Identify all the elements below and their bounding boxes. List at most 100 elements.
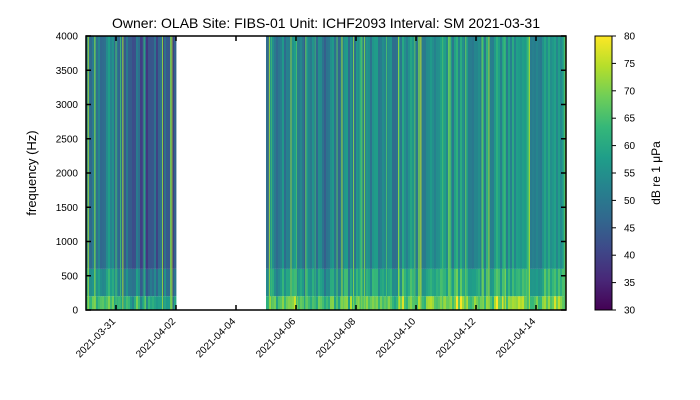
spectrogram-cell	[550, 268, 553, 297]
spectrogram-cell	[410, 268, 413, 297]
spectrogram-cell	[484, 36, 487, 269]
spectrogram-cell	[400, 36, 403, 269]
spectrogram-cell	[380, 36, 383, 269]
spectrogram-cell	[168, 36, 171, 269]
spectrogram-cell	[410, 36, 413, 269]
spectrogram-cell	[452, 296, 455, 310]
colorbar-tick-label: 70	[624, 86, 636, 97]
spectrogram-cell	[386, 36, 389, 269]
spectrogram-cell	[458, 268, 461, 297]
spectrogram-cell	[422, 268, 425, 297]
spectrogram-cell	[146, 36, 149, 269]
spectrogram-cell	[498, 268, 501, 297]
spectrogram-cell	[518, 296, 521, 310]
spectrogram-cell	[500, 268, 503, 297]
spectrogram-cell	[522, 268, 525, 297]
spectrogram-cell	[108, 36, 111, 269]
spectrogram-cell	[482, 36, 485, 269]
transient-line	[503, 36, 505, 310]
spectrogram-cell	[124, 36, 127, 269]
spectrogram-cell	[142, 296, 145, 310]
spectrogram-cell	[392, 296, 395, 310]
spectrogram-cell	[140, 36, 143, 269]
spectrogram-cell	[280, 36, 283, 269]
spectrogram-cell	[108, 296, 111, 310]
spectrogram-cell	[286, 36, 289, 269]
spectrogram-cell	[428, 296, 431, 310]
spectrogram-cell	[510, 36, 513, 269]
spectrogram-cell	[494, 36, 497, 269]
y-tick-label: 2000	[56, 169, 79, 180]
spectrogram-cell	[408, 296, 411, 310]
spectrogram-cell	[102, 296, 105, 310]
spectrogram-cell	[428, 268, 431, 297]
spectrogram-cell	[408, 36, 411, 269]
spectrogram-cell	[364, 296, 367, 310]
spectrogram-cell	[386, 296, 389, 310]
spectrogram-cell	[132, 36, 135, 269]
spectrogram-cell	[388, 36, 391, 269]
spectrogram-segment	[386, 36, 417, 310]
x-tick-label: 2021-04-10	[374, 316, 418, 360]
spectrogram-cell	[498, 296, 501, 310]
spectrogram-cell	[276, 296, 279, 310]
spectrogram-cell	[532, 36, 535, 269]
spectrogram-cell	[486, 268, 489, 297]
spectrogram-cell	[368, 268, 371, 297]
spectrogram-cell	[382, 296, 385, 310]
spectrogram-cell	[404, 296, 407, 310]
spectrogram-cell	[342, 296, 345, 310]
spectrogram-cell	[406, 268, 409, 297]
spectrogram-cell	[118, 36, 121, 269]
transient-line	[414, 36, 416, 310]
spectrogram-cell	[502, 268, 505, 297]
spectrogram-cell	[560, 268, 563, 297]
transient-line	[420, 36, 422, 310]
spectrogram-cell	[538, 268, 541, 297]
colorbar-tick-label: 65	[624, 114, 636, 125]
spectrogram-cell	[562, 296, 565, 310]
spectrogram-cell	[378, 36, 381, 269]
spectrogram-cell	[284, 268, 287, 297]
spectrogram-segment	[506, 36, 537, 310]
y-tick-label: 3500	[56, 66, 79, 77]
spectrogram-cell	[146, 268, 149, 297]
spectrogram-cell	[318, 36, 321, 269]
spectrogram-cell	[364, 36, 367, 269]
spectrogram-cell	[450, 36, 453, 269]
spectrogram-cell	[116, 268, 119, 297]
spectrogram-cell	[490, 36, 493, 269]
spectrogram-cell	[322, 268, 325, 297]
spectrogram-cell	[466, 268, 469, 297]
spectrogram-cell	[524, 36, 527, 269]
spectrogram-cell	[340, 296, 343, 310]
transient-line	[171, 36, 173, 310]
spectrogram-cell	[130, 36, 133, 269]
spectrogram-cell	[546, 36, 549, 269]
spectrogram-cell	[316, 296, 319, 310]
spectrogram-cell	[424, 268, 427, 297]
spectrogram-cell	[468, 296, 471, 310]
spectrogram-cell	[380, 268, 383, 297]
spectrogram-cell	[486, 296, 489, 310]
spectrogram-cell	[86, 268, 89, 297]
y-tick-label: 1500	[56, 203, 79, 214]
spectrogram-cell	[98, 296, 101, 310]
spectrogram-cell	[452, 36, 455, 269]
spectrogram-cell	[162, 36, 165, 269]
spectrogram-cell	[504, 36, 507, 269]
spectrogram-cell	[166, 36, 169, 269]
spectrogram-cell	[392, 36, 395, 269]
spectrogram-cell	[472, 268, 475, 297]
spectrogram-cell	[476, 268, 479, 297]
spectrogram-cell	[472, 36, 475, 269]
spectrogram-cell	[142, 36, 145, 269]
spectrogram-cell	[100, 296, 103, 310]
spectrogram-cell	[394, 36, 397, 269]
spectrogram-cell	[412, 296, 415, 310]
transient-line	[336, 36, 338, 310]
spectrogram-cell	[556, 296, 559, 310]
colorbar-tick-label: 75	[624, 59, 636, 70]
spectrogram-cell	[404, 268, 407, 297]
spectrogram-cell	[454, 268, 457, 297]
